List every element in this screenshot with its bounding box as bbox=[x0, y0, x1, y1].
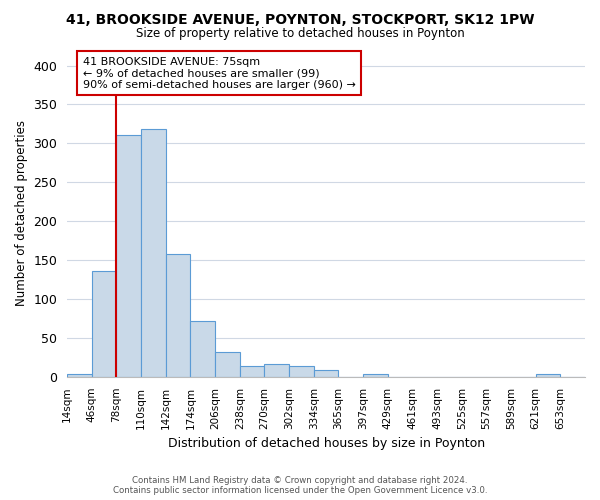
X-axis label: Distribution of detached houses by size in Poynton: Distribution of detached houses by size … bbox=[167, 437, 485, 450]
Bar bbox=[265, 364, 289, 377]
Text: 41 BROOKSIDE AVENUE: 75sqm
← 9% of detached houses are smaller (99)
90% of semi-: 41 BROOKSIDE AVENUE: 75sqm ← 9% of detac… bbox=[83, 56, 356, 90]
Text: Contains HM Land Registry data © Crown copyright and database right 2024.
Contai: Contains HM Land Registry data © Crown c… bbox=[113, 476, 487, 495]
Bar bbox=[215, 352, 240, 377]
Y-axis label: Number of detached properties: Number of detached properties bbox=[15, 120, 28, 306]
Text: Size of property relative to detached houses in Poynton: Size of property relative to detached ho… bbox=[136, 28, 464, 40]
Bar bbox=[141, 130, 166, 377]
Bar bbox=[92, 271, 116, 377]
Bar bbox=[363, 374, 388, 377]
Text: 41, BROOKSIDE AVENUE, POYNTON, STOCKPORT, SK12 1PW: 41, BROOKSIDE AVENUE, POYNTON, STOCKPORT… bbox=[66, 12, 534, 26]
Bar bbox=[190, 321, 215, 377]
Bar bbox=[536, 374, 560, 377]
Bar bbox=[289, 366, 314, 377]
Bar bbox=[314, 370, 338, 377]
Bar bbox=[116, 135, 141, 377]
Bar bbox=[166, 254, 190, 377]
Bar bbox=[240, 366, 265, 377]
Bar bbox=[67, 374, 92, 377]
